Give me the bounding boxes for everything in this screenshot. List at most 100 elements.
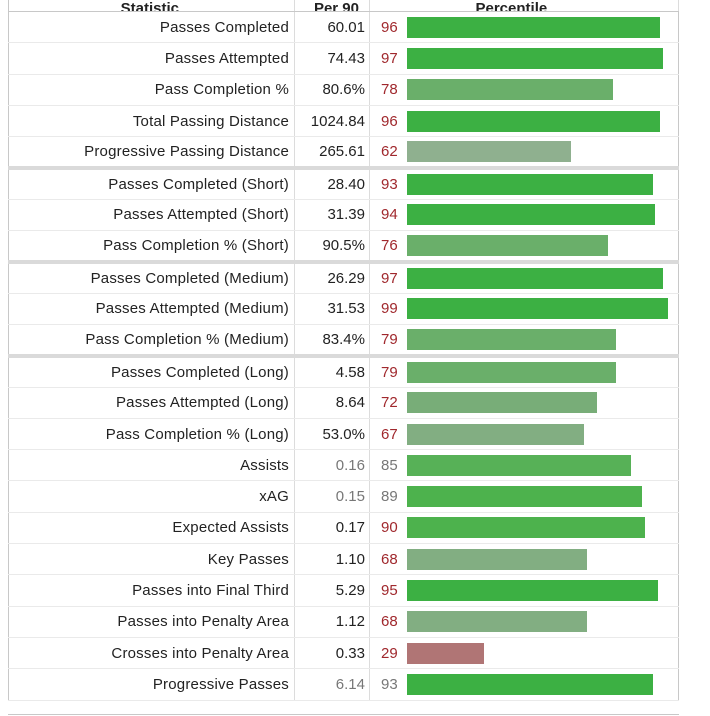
table-row: Pass Completion % (Medium) 83.4% 79	[8, 324, 679, 358]
table-row: Assists 0.16 85	[8, 449, 679, 482]
statistic-name: Passes Attempted (Long)	[8, 387, 295, 419]
statistic-name: Expected Assists	[8, 512, 295, 545]
percentile-bar-cell	[405, 449, 679, 482]
statistic-header[interactable]: Statistic	[8, 0, 295, 12]
percentile-bar-cell	[405, 136, 679, 171]
table-row: Expected Assists 0.17 90	[8, 512, 679, 545]
per90-value: 0.33	[294, 637, 370, 670]
table-row: Passes Completed (Medium) 26.29 97	[8, 261, 679, 294]
table-row: Passes Attempted 74.43 97	[8, 42, 679, 75]
statistic-name: Passes Completed	[8, 11, 295, 44]
percentile-bar	[406, 16, 660, 38]
table-row: Passes into Penalty Area 1.12 68	[8, 606, 679, 638]
statistic-name: Key Passes	[8, 543, 295, 576]
percentile-bar	[406, 423, 584, 445]
percentile-bar	[406, 267, 663, 289]
per90-value: 8.64	[294, 387, 370, 419]
per90-value: 4.58	[294, 355, 370, 388]
percentile-bar-cell	[405, 543, 679, 576]
percentile-value: 89	[369, 480, 406, 513]
percentile-value: 99	[369, 293, 406, 325]
table-row: Pass Completion % 80.6% 78	[8, 74, 679, 106]
statistic-name: Pass Completion % (Long)	[8, 418, 295, 451]
percentile-bar-cell	[405, 574, 679, 607]
table-row: Passes Attempted (Short) 31.39 94	[8, 199, 679, 232]
table-row: Key Passes 1.10 68	[8, 543, 679, 576]
percentile-bar	[406, 517, 645, 539]
statistic-name: Passes Completed (Long)	[8, 355, 295, 388]
percentile-bar-cell	[405, 167, 679, 200]
per90-value: 265.61	[294, 136, 370, 171]
percentile-bar	[406, 454, 631, 476]
table-row: Passes Attempted (Long) 8.64 72	[8, 387, 679, 419]
percentile-bar	[406, 141, 571, 163]
table-header: Statistic Per 90 Percentile	[8, 0, 679, 12]
percentile-value: 93	[369, 167, 406, 200]
per90-value: 5.29	[294, 574, 370, 607]
percentile-bar	[406, 486, 642, 508]
per90-value: 0.15	[294, 480, 370, 513]
percentile-header-spacer	[369, 0, 406, 12]
percentile-value: 94	[369, 199, 406, 232]
percentile-value: 95	[369, 574, 406, 607]
percentile-bar	[406, 298, 668, 320]
percentile-bar	[406, 611, 587, 633]
statistic-name: Passes into Final Third	[8, 574, 295, 607]
statistic-name: Pass Completion %	[8, 74, 295, 106]
percentile-bar-cell	[405, 11, 679, 44]
per90-value: 80.6%	[294, 74, 370, 106]
percentile-bar	[406, 173, 653, 195]
percentile-bar	[406, 361, 616, 383]
percentile-bar-cell	[405, 512, 679, 545]
percentile-value: 93	[369, 668, 406, 701]
statistic-name: Passes Completed (Medium)	[8, 261, 295, 294]
percentile-value: 68	[369, 606, 406, 638]
table-row: Pass Completion % (Long) 53.0% 67	[8, 418, 679, 451]
percentile-bar-cell	[405, 74, 679, 106]
percentile-bar-cell	[405, 324, 679, 358]
percentile-value: 72	[369, 387, 406, 419]
statistic-name: Pass Completion % (Medium)	[8, 324, 295, 358]
percentile-bar	[406, 79, 613, 101]
percentile-bar-cell	[405, 105, 679, 138]
table-row: Passes into Final Third 5.29 95	[8, 574, 679, 607]
percentile-bar-cell	[405, 387, 679, 419]
per90-value: 1024.84	[294, 105, 370, 138]
per90-value: 60.01	[294, 11, 370, 44]
table-row: Crosses into Penalty Area 0.33 29	[8, 637, 679, 670]
per90-value: 83.4%	[294, 324, 370, 358]
per90-value: 0.17	[294, 512, 370, 545]
percentile-bar-cell	[405, 606, 679, 638]
per90-value: 90.5%	[294, 230, 370, 264]
percentile-value: 29	[369, 637, 406, 670]
statistic-name: Passes Attempted (Short)	[8, 199, 295, 232]
table-row: xAG 0.15 89	[8, 480, 679, 513]
table-row: Progressive Passes 6.14 93	[8, 668, 679, 701]
percentile-value: 90	[369, 512, 406, 545]
percentile-bar	[406, 579, 658, 601]
statistic-name: xAG	[8, 480, 295, 513]
per90-value: 1.10	[294, 543, 370, 576]
percentile-value: 85	[369, 449, 406, 482]
per90-value: 0.16	[294, 449, 370, 482]
percentile-value: 76	[369, 230, 406, 264]
percentile-value: 68	[369, 543, 406, 576]
statistic-name: Pass Completion % (Short)	[8, 230, 295, 264]
table-bottom-border	[8, 714, 679, 715]
percentile-bar-cell	[405, 637, 679, 670]
statistic-name: Progressive Passing Distance	[8, 136, 295, 171]
percentile-bar	[406, 642, 484, 664]
per90-value: 1.12	[294, 606, 370, 638]
per90-value: 28.40	[294, 167, 370, 200]
percentile-bar	[406, 110, 660, 132]
statistic-name: Passes Attempted	[8, 42, 295, 75]
percentile-bar	[406, 548, 587, 570]
percentile-value: 62	[369, 136, 406, 171]
percentile-header[interactable]: Percentile	[405, 0, 679, 12]
percentile-value: 97	[369, 261, 406, 294]
percentile-bar	[406, 673, 653, 695]
percentile-bar	[406, 234, 608, 256]
per90-value: 6.14	[294, 668, 370, 701]
percentile-bar-cell	[405, 199, 679, 232]
per90-header[interactable]: Per 90	[294, 0, 370, 12]
